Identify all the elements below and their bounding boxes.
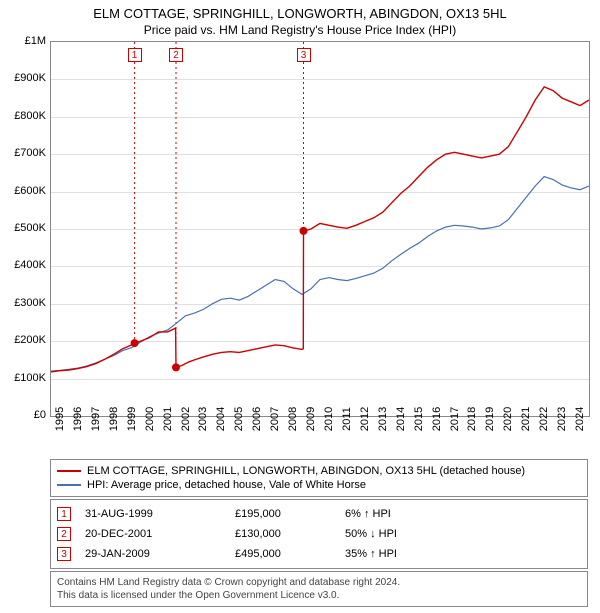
x-tick-label: 2015: [413, 407, 425, 431]
y-tick-label: £600K: [14, 185, 46, 197]
y-tick-label: £400K: [14, 259, 46, 271]
x-tick-label: 1996: [72, 407, 84, 431]
x-tick-label: 2021: [520, 407, 532, 431]
sale-marker-box: 1: [128, 48, 142, 62]
x-tick-label: 2022: [538, 407, 550, 431]
chart-svg: [51, 42, 589, 416]
footer-line2: This data is licensed under the Open Gov…: [57, 589, 581, 602]
legend-label: ELM COTTAGE, SPRINGHILL, LONGWORTH, ABIN…: [87, 465, 525, 477]
sales-row: 1 31-AUG-1999£195,0006% ↑ HPI: [57, 504, 581, 524]
x-tick-label: 2018: [466, 407, 478, 431]
x-tick-label: 2006: [251, 407, 263, 431]
attribution-footer: Contains HM Land Registry data © Crown c…: [50, 571, 588, 607]
plot-wrapper: £0£100K£200K£300K£400K£500K£600K£700K£80…: [0, 41, 600, 417]
x-tick-label: 2011: [341, 407, 353, 431]
x-tick-label: 2005: [233, 407, 245, 431]
sales-table: 1 31-AUG-1999£195,0006% ↑ HPI 2 20-DEC-2001…: [50, 499, 588, 569]
y-tick-label: £300K: [14, 297, 46, 309]
legend-swatch: [57, 484, 81, 486]
x-tick-label: 2023: [556, 407, 568, 431]
x-tick-label: 2012: [359, 407, 371, 431]
y-tick-label: £0: [34, 409, 46, 421]
sales-row-marker: 1: [57, 507, 71, 521]
chart-title: ELM COTTAGE, SPRINGHILL, LONGWORTH, ABIN…: [0, 6, 600, 21]
x-tick-label: 2009: [305, 407, 317, 431]
legend-swatch: [57, 470, 81, 472]
x-tick-label: 2002: [180, 407, 192, 431]
x-tick-label: 1995: [54, 407, 66, 431]
sales-row-price: £495,000: [235, 548, 345, 560]
sales-row-diff: 6% ↑ HPI: [345, 508, 581, 520]
y-tick-label: £900K: [14, 72, 46, 84]
sales-row-marker: 2: [57, 527, 71, 541]
x-tick-label: 2013: [377, 407, 389, 431]
footer-line1: Contains HM Land Registry data © Crown c…: [57, 576, 581, 589]
sales-row-price: £195,000: [235, 508, 345, 520]
sales-row-diff: 35% ↑ HPI: [345, 548, 581, 560]
sale-marker-dot: [131, 339, 139, 347]
sales-row-price: £130,000: [235, 528, 345, 540]
sales-row-marker: 3: [57, 547, 71, 561]
sales-row: 2 20-DEC-2001£130,00050% ↓ HPI: [57, 524, 581, 544]
y-tick-label: £1M: [25, 35, 46, 47]
x-tick-label: 2020: [502, 407, 514, 431]
x-tick-label: 1998: [108, 407, 120, 431]
sales-row-diff: 50% ↓ HPI: [345, 528, 581, 540]
x-tick-label: 2016: [431, 407, 443, 431]
x-tick-label: 2007: [269, 407, 281, 431]
x-tick-label: 2017: [449, 407, 461, 431]
x-tick-label: 2008: [287, 407, 299, 431]
chart-subtitle: Price paid vs. HM Land Registry's House …: [0, 23, 600, 37]
x-axis: 1995199619971998199920002001200220032004…: [50, 417, 588, 455]
sales-row-date: 20-DEC-2001: [85, 528, 235, 540]
legend-label: HPI: Average price, detached house, Vale…: [87, 479, 366, 491]
x-tick-label: 2010: [323, 407, 335, 431]
x-tick-label: 2014: [395, 407, 407, 431]
x-tick-label: 2019: [484, 407, 496, 431]
y-tick-label: £500K: [14, 222, 46, 234]
sale-marker-dot: [172, 363, 180, 371]
y-tick-label: £800K: [14, 110, 46, 122]
y-axis: £0£100K£200K£300K£400K£500K£600K£700K£80…: [0, 41, 48, 415]
x-tick-label: 2001: [162, 407, 174, 431]
sales-row-date: 31-AUG-1999: [85, 508, 235, 520]
sale-marker-box: 2: [169, 48, 183, 62]
x-tick-label: 2004: [215, 407, 227, 431]
sale-marker-dot: [300, 227, 308, 235]
legend-row: HPI: Average price, detached house, Vale…: [57, 478, 581, 492]
sale-marker-box: 3: [297, 48, 311, 62]
x-tick-label: 1997: [90, 407, 102, 431]
series-property: [51, 87, 589, 372]
plot-area: 1 2 3: [50, 41, 590, 417]
sales-row-date: 29-JAN-2009: [85, 548, 235, 560]
legend: ELM COTTAGE, SPRINGHILL, LONGWORTH, ABIN…: [50, 459, 588, 497]
chart-container: ELM COTTAGE, SPRINGHILL, LONGWORTH, ABIN…: [0, 0, 600, 607]
title-block: ELM COTTAGE, SPRINGHILL, LONGWORTH, ABIN…: [0, 0, 600, 41]
sales-row: 3 29-JAN-2009£495,00035% ↑ HPI: [57, 544, 581, 564]
legend-row: ELM COTTAGE, SPRINGHILL, LONGWORTH, ABIN…: [57, 464, 581, 478]
y-tick-label: £700K: [14, 147, 46, 159]
y-tick-label: £100K: [14, 372, 46, 384]
x-tick-label: 1999: [126, 407, 138, 431]
x-tick-label: 2024: [574, 407, 586, 431]
x-tick-label: 2003: [197, 407, 209, 431]
x-tick-label: 2000: [144, 407, 156, 431]
y-tick-label: £200K: [14, 334, 46, 346]
